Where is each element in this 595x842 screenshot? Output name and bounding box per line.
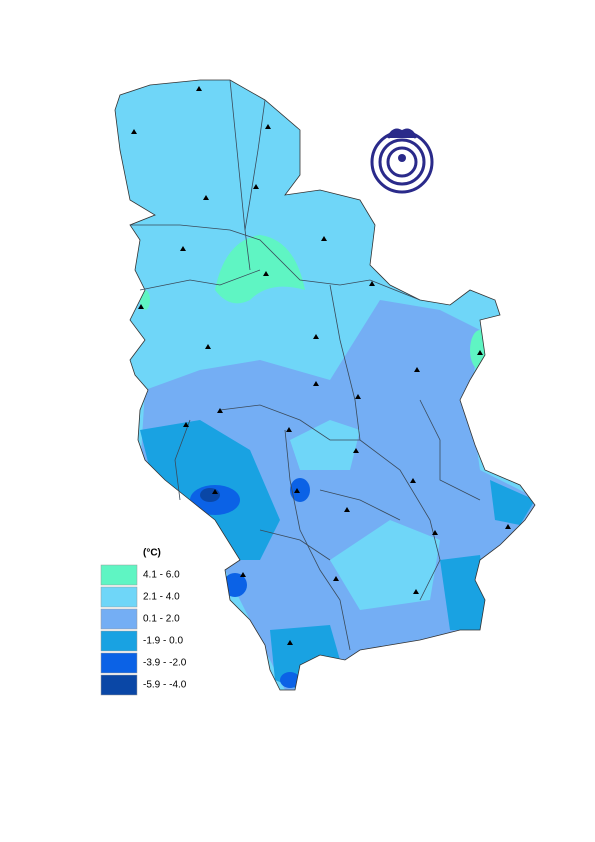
zone [490, 480, 535, 525]
legend-swatch [100, 674, 138, 696]
temperature-map [115, 80, 535, 690]
legend-label: 0.1 - 2.0 [143, 614, 180, 625]
legend-label: -1.9 - 0.0 [143, 636, 183, 647]
zone [200, 488, 220, 502]
zone [290, 478, 310, 502]
legend-swatch [100, 586, 138, 608]
legend-swatch [100, 608, 138, 630]
zone [290, 420, 360, 470]
rivers [130, 79, 481, 651]
legend: (°C) 4.1 - 6.0 2.1 - 4.0 0.1 - 2.0 -1.9 - 0… [100, 548, 187, 696]
border [114, 79, 536, 691]
legend-label: 4.1 - 6.0 [143, 570, 180, 581]
zone [140, 300, 535, 690]
zone [223, 573, 247, 597]
legend-label: 2.1 - 4.0 [143, 592, 180, 603]
legend-swatch [100, 652, 138, 674]
zone [280, 672, 300, 688]
legend-unit: (°C) [143, 548, 161, 559]
legend-swatch [100, 630, 138, 652]
legend-label: -5.9 - -4.0 [143, 680, 187, 691]
legend-swatch [100, 564, 138, 586]
zone [215, 235, 305, 304]
zone [330, 520, 440, 610]
legend-label: -3.9 - -2.0 [143, 658, 187, 669]
logo [370, 128, 434, 194]
